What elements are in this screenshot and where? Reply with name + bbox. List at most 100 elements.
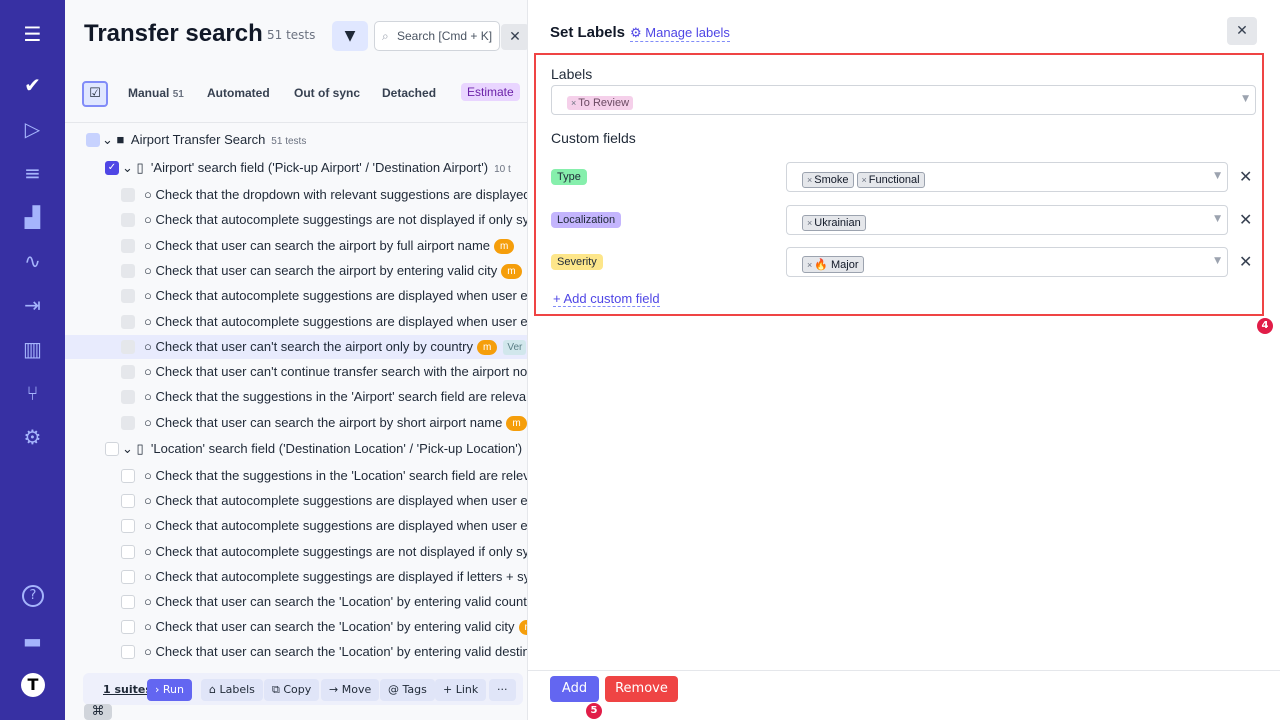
custom-field-select[interactable]: × 🔥 Major ▼ [786,247,1228,277]
add-custom-field-link[interactable]: + Add custom field [553,291,660,307]
remove-field-icon[interactable]: ✕ [1239,167,1253,186]
test-row[interactable]: ○ Check that the suggestions in the 'Loc… [65,464,527,488]
command-icon[interactable]: ⌘ [84,704,112,720]
checkbox[interactable] [121,339,135,354]
remove-button[interactable]: Remove [605,676,678,702]
test-row[interactable]: ○ Check that autocomplete suggestions ar… [65,514,527,538]
run-button[interactable]: › Run [147,679,192,701]
menu-icon[interactable]: ☰ [23,22,42,46]
checkbox[interactable] [121,494,135,509]
tag-icon: ⌂ [209,683,216,696]
test-row[interactable]: ○ Check that user can't search the airpo… [65,334,527,359]
value-chip[interactable]: × Ukrainian [802,214,866,231]
tab-estimate[interactable]: Estimate [461,83,520,101]
remove-field-icon[interactable]: ✕ [1239,252,1253,271]
checkbox[interactable] [121,415,135,430]
branch-icon[interactable]: ⑂ [26,381,39,405]
checkbox[interactable] [121,569,135,584]
folder-icon[interactable]: ▬ [23,629,42,653]
test-row[interactable]: ○ Check that the dropdown with relevant … [65,183,527,207]
test-row[interactable]: ○ Check that the suggestions in the 'Air… [65,385,527,409]
checkbox[interactable] [121,263,135,278]
test-row[interactable]: ○ Check that user can search the 'Locati… [65,640,527,664]
label-chip[interactable]: × To Review [567,96,634,110]
test-row[interactable]: ○ Check that user can search the airport… [65,234,527,258]
suite-row[interactable]: ⌄ ▯ 'Location' search field ('Destinatio… [65,437,527,461]
filter-button[interactable]: ▼ [332,21,368,51]
folder-row[interactable]: ⌄ ■ Airport Transfer Search 51 tests [65,128,527,152]
checkbox[interactable] [121,365,135,380]
value-chip[interactable]: × 🔥 Major [802,256,864,273]
checkbox[interactable] [121,390,135,405]
selected-count[interactable]: 1 suites [103,683,152,696]
checkbox[interactable] [121,469,135,483]
more-button[interactable]: ··· [489,679,516,701]
test-row[interactable]: ○ Check that autocomplete suggestions ar… [65,310,527,334]
checkbox[interactable] [121,314,135,329]
checkbox[interactable] [121,188,135,202]
filter-icon: ▼ [344,28,356,44]
checkbox[interactable]: ✓ [105,161,119,175]
remove-field-icon[interactable]: ✕ [1239,209,1253,229]
labels-button[interactable]: ⌂ Labels [201,679,263,701]
row-title: Check that user can search the 'Location… [155,594,527,609]
tab-manual[interactable]: Manual 51 [128,86,184,100]
test-row[interactable]: ○ Check that autocomplete suggestions ar… [65,489,527,513]
close-panel-button[interactable]: ✕ [1227,17,1257,45]
checkbox[interactable] [121,289,135,304]
suite-row[interactable]: ✓ ⌄ ▯ 'Airport' search field ('Pick-up Ai… [65,156,527,180]
row-title: Check that autocomplete suggestions are … [155,518,527,534]
tabs: ☑ Manual 51 Automated Out of sync Detach… [82,81,527,107]
tab-detached[interactable]: Detached [382,86,437,100]
test-row[interactable]: ○ Check that user can't continue transfe… [65,360,527,384]
pulse-icon[interactable]: ∿ [24,249,41,273]
labels-select[interactable]: × To Review ▼ [551,85,1256,115]
import-icon[interactable]: ⇥ [24,293,41,317]
chevron-down-icon: ▼ [1242,94,1249,104]
checkbox[interactable] [86,133,100,147]
custom-field-select[interactable]: × Smoke × Functional ▼ [786,162,1228,192]
test-row[interactable]: ○ Check that autocomplete suggestings ar… [65,565,527,589]
copy-button[interactable]: ⧉ Copy [264,679,320,701]
move-button[interactable]: → Move [321,679,380,701]
checkbox[interactable] [105,442,119,456]
checkbox[interactable] [121,620,135,635]
stairs-icon[interactable]: ▟ [24,205,41,229]
manage-labels-link[interactable]: ⚙ Manage labels [630,25,730,42]
tab-automated[interactable]: Automated [207,86,270,100]
avatar-icon[interactable]: T [21,673,45,697]
checklist-icon[interactable]: ≡ [24,161,41,185]
test-row[interactable]: ○ Check that user can search the 'Locati… [65,615,527,639]
tab-out-of-sync[interactable]: Out of sync [294,86,361,100]
checkbox[interactable] [121,213,135,228]
test-row[interactable]: ○ Check that autocomplete suggestings ar… [65,208,527,232]
select-all-toggle[interactable]: ☑ [82,81,108,107]
help-icon[interactable]: ? [22,585,44,607]
search-input[interactable]: ⌕ Search [Cmd + K] [374,21,500,51]
custom-field-select[interactable]: × Ukrainian ▼ [786,204,1228,235]
value-chip[interactable]: × Functional [856,172,925,188]
checkbox[interactable] [121,595,135,609]
row-title: Check that user can't continue transfer … [155,364,527,380]
manual-badge: m [494,238,515,254]
test-row[interactable]: ○ Check that user can search the airport… [65,411,527,435]
search-close-button[interactable]: ✕ [501,24,527,50]
play-circle-icon[interactable]: ▷ [24,117,41,141]
value-chip[interactable]: × Smoke [802,172,854,188]
check-icon[interactable]: ✔ [24,73,41,97]
row-title: Check that user can search the 'Location… [155,619,515,635]
chevron-down-icon: ▼ [1214,256,1221,266]
tags-button[interactable]: @ Tags [380,679,435,701]
gear-icon[interactable]: ⚙ [23,425,42,449]
chart-icon[interactable]: ▥ [23,337,42,361]
checkbox[interactable] [121,238,135,253]
checkbox[interactable] [121,645,135,660]
test-row[interactable]: ○ Check that autocomplete suggestings ar… [65,540,527,564]
checkbox[interactable] [121,519,135,534]
link-button[interactable]: + Link [435,679,487,701]
add-button[interactable]: Add [550,676,599,702]
checkbox[interactable] [121,544,135,559]
test-row[interactable]: ○ Check that user can search the 'Locati… [65,590,527,614]
test-row[interactable]: ○ Check that autocomplete suggestions ar… [65,284,527,308]
test-row[interactable]: ○ Check that user can search the airport… [65,259,527,283]
